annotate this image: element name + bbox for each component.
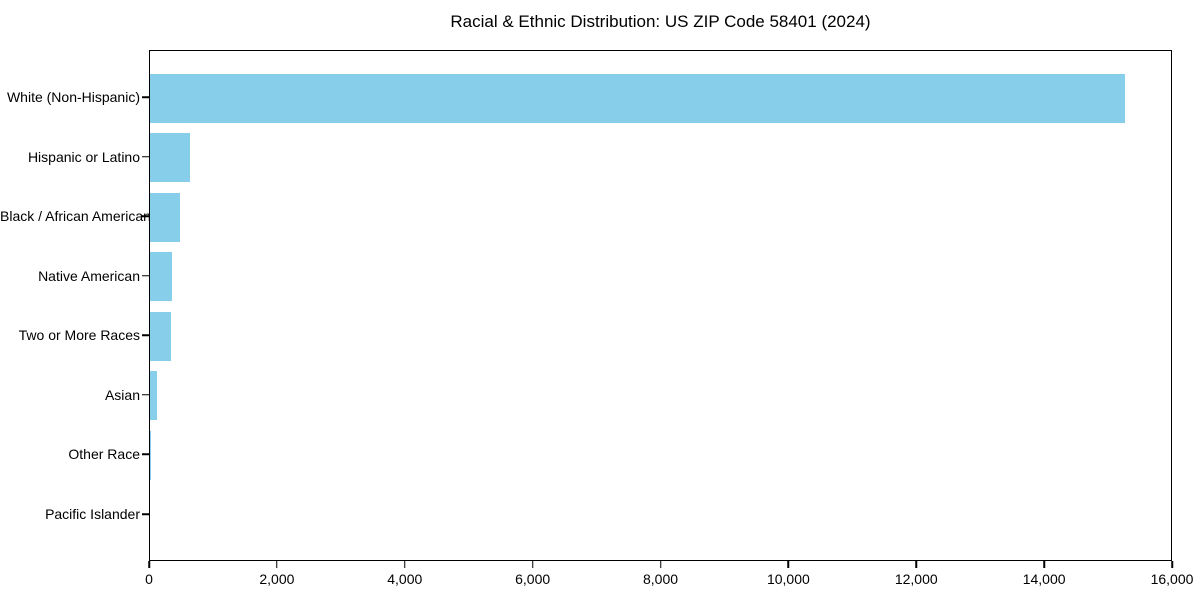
x-tick-mark (915, 561, 917, 568)
y-tick-label: Black / African American (0, 208, 151, 225)
y-tick-label: Pacific Islander (45, 506, 140, 522)
plot-area (149, 50, 1172, 561)
bar (150, 73, 1126, 123)
x-tick-label: 0 (145, 571, 153, 587)
y-tick-mark (142, 453, 149, 456)
y-tick-mark (142, 274, 149, 277)
x-tick-mark (1171, 561, 1173, 568)
bar (150, 133, 190, 183)
y-tick-mark (142, 334, 149, 337)
y-tick-label: Hispanic or Latino (27, 148, 140, 165)
y-tick-label: Asian (104, 386, 140, 403)
y-tick-label: Native American (38, 267, 140, 284)
y-tick-mark (142, 513, 149, 515)
x-tick-mark (531, 561, 534, 568)
x-tick-label: 16,000 (1150, 571, 1194, 587)
x-tick-mark (659, 561, 662, 568)
x-tick-mark (1043, 561, 1045, 568)
bar (150, 311, 171, 361)
x-tick-mark (148, 561, 150, 568)
x-tick-label: 14,000 (1022, 571, 1066, 587)
x-tick-label: 10,000 (766, 571, 810, 587)
bar (150, 430, 151, 480)
bar (150, 252, 173, 302)
y-tick-label: White (Non-Hispanic) (6, 89, 140, 105)
y-tick-mark (142, 96, 149, 98)
x-tick-label: 4,000 (387, 571, 423, 587)
x-tick-mark (404, 561, 406, 568)
x-tick-label: 8,000 (642, 571, 679, 587)
x-tick-label: 2,000 (259, 571, 295, 587)
bar (150, 192, 181, 242)
x-tick-label: 6,000 (515, 571, 551, 587)
chart-title: Racial & Ethnic Distribution: US ZIP Cod… (450, 12, 871, 31)
y-tick-mark (142, 155, 149, 158)
y-tick-mark (142, 394, 149, 396)
x-tick-mark (787, 561, 790, 568)
x-tick-mark (276, 561, 278, 568)
y-tick-label: Other Race (68, 446, 140, 463)
y-tick-label: Two or More Races (18, 327, 140, 344)
bar (150, 371, 158, 421)
x-tick-label: 12,000 (894, 571, 938, 587)
y-tick-mark (142, 215, 149, 217)
